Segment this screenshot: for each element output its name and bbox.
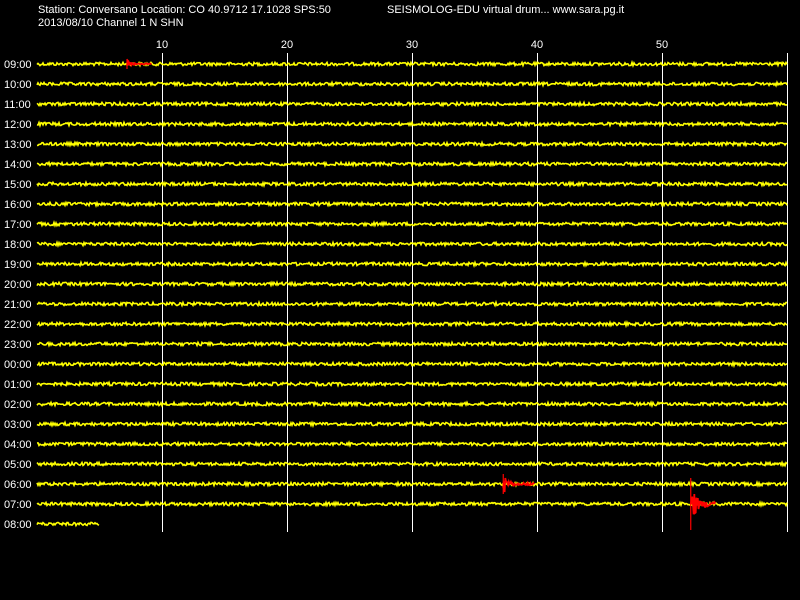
hour-label-23:00: 23:00 [4, 339, 32, 351]
event-09:00 [126, 58, 152, 68]
hour-label-00:00: 00:00 [4, 359, 32, 371]
minute-tick-labels: 10 20 30 40 50 [156, 39, 668, 51]
trace-10:00 [36, 80, 788, 88]
hour-label-19:00: 19:00 [4, 259, 32, 271]
minute-tick-40: 40 [531, 39, 543, 51]
trace-16:00 [36, 200, 788, 208]
hour-label-06:00: 06:00 [4, 479, 32, 491]
hour-label-10:00: 10:00 [4, 79, 32, 91]
hour-label-17:00: 17:00 [4, 219, 32, 231]
trace-19:00 [36, 259, 788, 269]
trace-01:00 [36, 380, 788, 388]
hour-label-16:00: 16:00 [4, 199, 32, 211]
hour-label-04:00: 04:00 [4, 439, 32, 451]
trace-02:00 [36, 400, 788, 409]
trace-23:00 [36, 340, 788, 348]
event-07:00 [689, 493, 717, 515]
minute-tick-20: 20 [281, 39, 293, 51]
hour-label-18:00: 18:00 [4, 239, 32, 251]
trace-06:00 [36, 480, 788, 489]
hour-labels: 09:00 10:00 11:00 12:00 13:00 14:00 15:00 16:00… [4, 59, 32, 531]
hour-label-08:00: 08:00 [4, 519, 32, 531]
hour-label-12:00: 12:00 [4, 119, 32, 131]
hour-label-22:00: 22:00 [4, 319, 32, 331]
hour-label-15:00: 15:00 [4, 179, 32, 191]
trace-15:00 [36, 179, 788, 189]
trace-22:00 [36, 319, 788, 329]
hour-label-01:00: 01:00 [4, 379, 32, 391]
station-info: Station: Conversano Location: CO 40.9712… [38, 4, 331, 16]
trace-09:00 [36, 59, 788, 68]
trace-18:00 [36, 239, 788, 248]
hour-label-11:00: 11:00 [4, 99, 31, 111]
minute-tick-50: 50 [656, 39, 668, 51]
hour-label-02:00: 02:00 [4, 399, 32, 411]
trace-20:00 [36, 280, 788, 288]
trace-13:00 [36, 140, 788, 148]
hour-label-09:00: 09:00 [4, 59, 32, 71]
event-06:00 [502, 477, 535, 493]
hour-label-20:00: 20:00 [4, 279, 32, 291]
hour-label-03:00: 03:00 [4, 419, 32, 431]
hour-label-14:00: 14:00 [4, 159, 32, 171]
trace-11:00 [36, 100, 787, 108]
hour-label-13:00: 13:00 [4, 139, 32, 151]
trace-21:00 [36, 299, 788, 308]
minute-tick-10: 10 [156, 39, 168, 51]
trace-07:00 [36, 500, 788, 508]
seismic-events [126, 58, 717, 530]
trace-17:00 [36, 220, 788, 228]
trace-14:00 [36, 160, 788, 168]
trace-05:00 [36, 460, 788, 468]
hour-label-05:00: 05:00 [4, 459, 32, 471]
minute-grid [162, 53, 788, 532]
trace-03:00 [36, 420, 788, 429]
minute-tick-30: 30 [406, 39, 418, 51]
trace-12:00 [36, 120, 788, 129]
trace-08:00 [36, 521, 100, 528]
hour-label-21:00: 21:00 [4, 299, 32, 311]
trace-00:00 [36, 359, 788, 369]
seismic-traces [36, 59, 788, 528]
date-channel-info: 2013/08/10 Channel 1 N SHN [38, 17, 184, 29]
app-title: SEISMOLOG-EDU virtual drum... www.sara.p… [387, 4, 625, 16]
hour-label-07:00: 07:00 [4, 499, 32, 511]
trace-04:00 [36, 440, 788, 448]
